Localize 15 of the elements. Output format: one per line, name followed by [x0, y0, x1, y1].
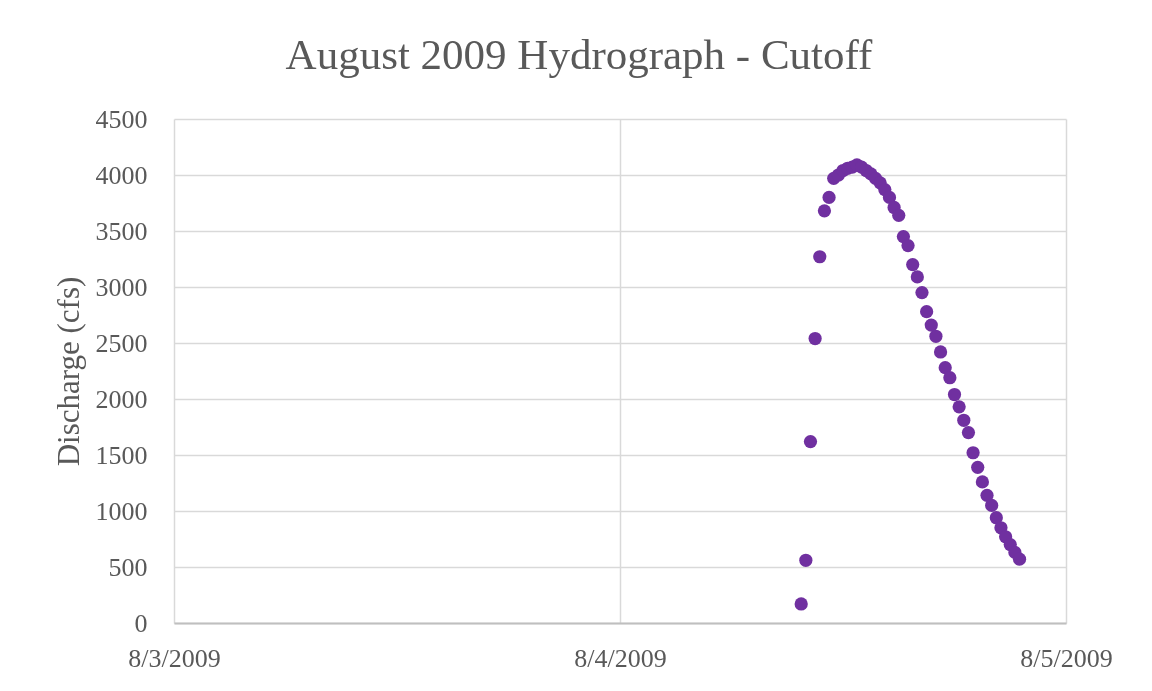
x-tick-label: 8/4/2009	[574, 643, 667, 673]
x-tick-label: 8/5/2009	[1020, 643, 1113, 673]
y-tick-label: 1000	[95, 496, 148, 526]
y-tick-label: 2500	[95, 328, 148, 358]
chart-title: August 2009 Hydrograph - Cutoff	[285, 31, 874, 78]
y-tick-label: 3500	[95, 216, 148, 246]
y-tick-label: 4500	[95, 104, 148, 134]
x-tick-label: 8/3/2009	[128, 643, 221, 673]
y-tick-label: 1500	[95, 440, 148, 470]
y-tick-label: 0	[134, 608, 148, 638]
y-tick-label: 3000	[95, 272, 148, 302]
y-tick-label: 2000	[95, 384, 148, 414]
y-tick-label: 4000	[95, 160, 148, 190]
y-axis-title: Discharge (cfs)	[50, 276, 86, 467]
y-tick-label: 500	[108, 552, 148, 582]
